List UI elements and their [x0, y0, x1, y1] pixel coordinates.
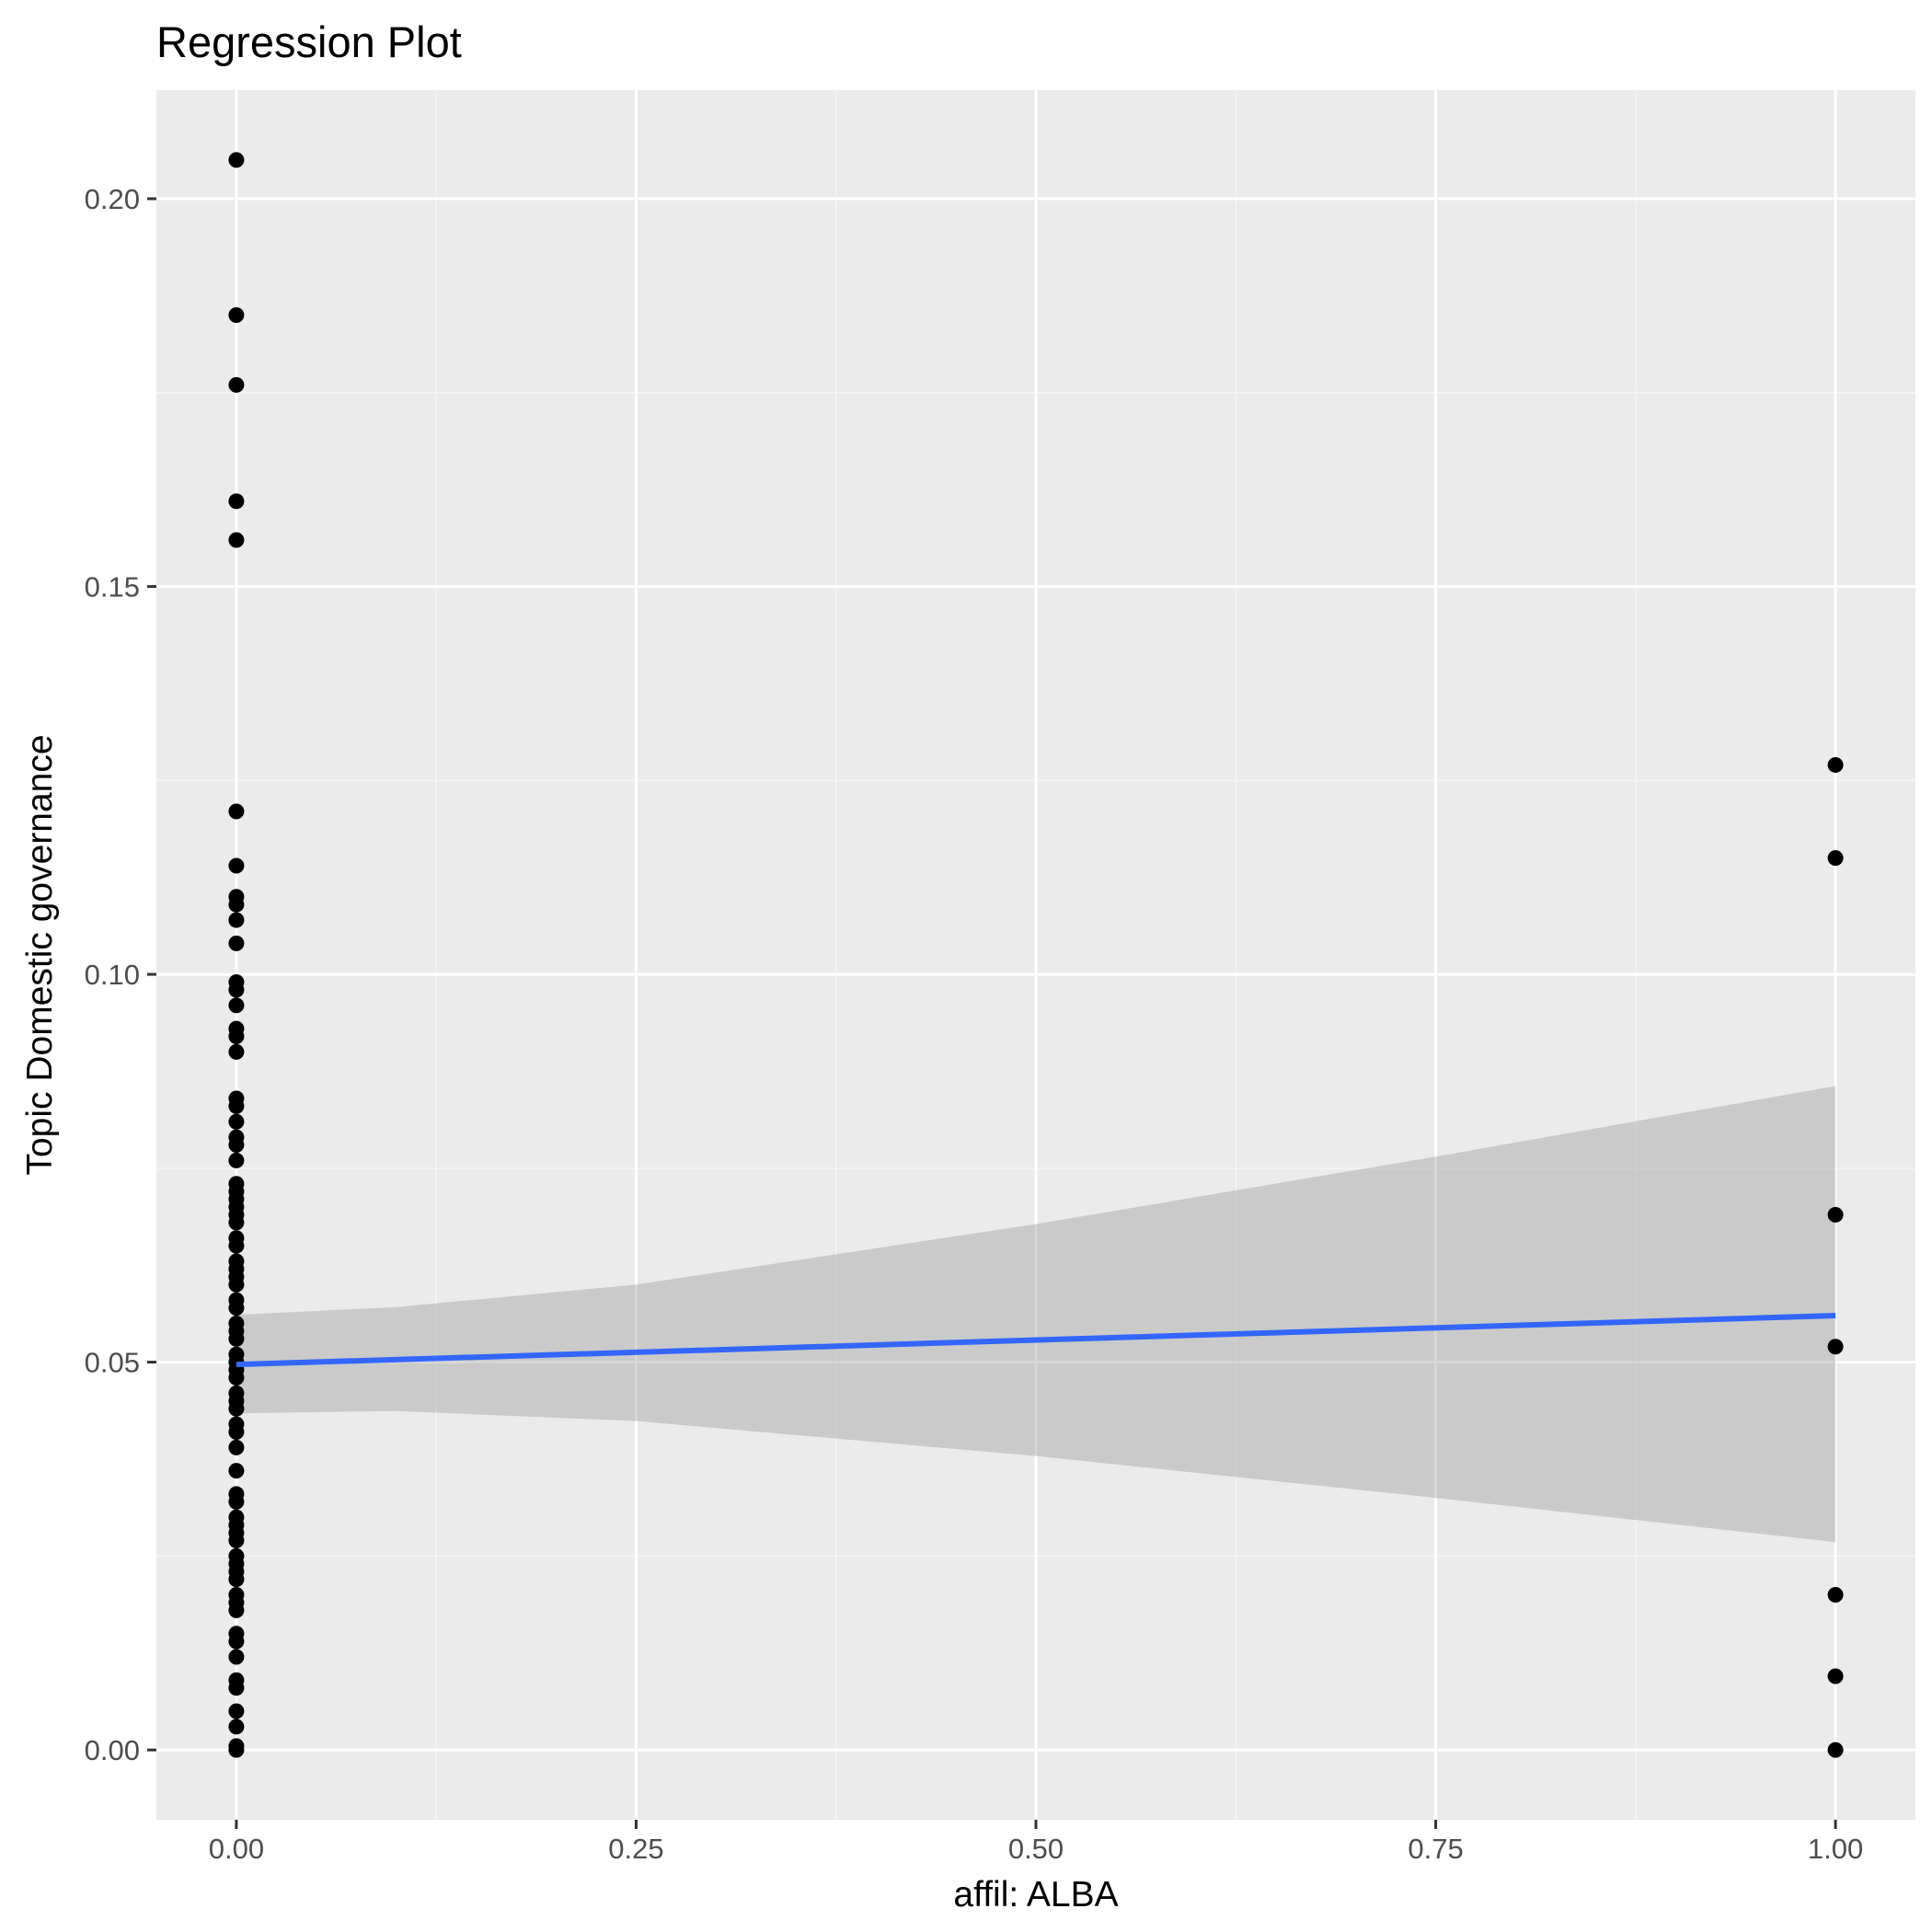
data-point: [228, 1113, 245, 1130]
y-tick-label: 0.20: [85, 183, 140, 215]
data-point: [1827, 1742, 1844, 1758]
data-point: [228, 896, 245, 913]
data-point: [228, 1463, 245, 1479]
data-point: [228, 1493, 245, 1510]
x-tick-label: 0.25: [608, 1833, 663, 1865]
data-point: [228, 1742, 245, 1758]
data-point: [228, 152, 245, 168]
data-point: [228, 1237, 245, 1254]
x-tick-label: 1.00: [1808, 1833, 1863, 1865]
data-point: [228, 1300, 245, 1317]
data-point: [228, 1423, 245, 1440]
data-point: [228, 1719, 245, 1735]
x-tick-label: 0.75: [1408, 1833, 1463, 1865]
data-point: [228, 1214, 245, 1231]
y-tick-label: 0.05: [85, 1347, 140, 1379]
data-point: [228, 1098, 245, 1114]
y-tick-label: 0.10: [85, 959, 140, 991]
x-axis-title: affil: ALBA: [953, 1875, 1118, 1915]
data-point: [228, 997, 245, 1014]
data-point: [228, 1439, 245, 1455]
y-tick-label: 0.00: [85, 1734, 140, 1766]
data-point: [228, 1043, 245, 1060]
confidence-band: [236, 1086, 1836, 1543]
y-tick-label: 0.15: [85, 571, 140, 604]
data-point: [228, 306, 245, 323]
data-point: [1827, 1668, 1844, 1685]
data-point: [228, 1602, 245, 1618]
data-point: [228, 1029, 245, 1045]
data-point: [228, 1369, 245, 1386]
data-point: [228, 1400, 245, 1417]
data-point: [228, 935, 245, 951]
data-point: [228, 1571, 245, 1588]
data-point: [228, 1137, 245, 1154]
data-point: [1827, 1587, 1844, 1604]
data-point: [228, 1680, 245, 1696]
chart-title: Regression Plot: [156, 17, 462, 66]
data-point: [228, 912, 245, 928]
data-point: [228, 1152, 245, 1168]
x-tick-label: 0.00: [209, 1833, 264, 1865]
data-point: [228, 532, 245, 548]
data-point: [228, 1649, 245, 1665]
data-point: [1827, 1339, 1844, 1355]
data-point: [228, 982, 245, 998]
data-point: [228, 1276, 245, 1293]
data-point: [228, 1533, 245, 1549]
data-point: [1827, 1206, 1844, 1223]
data-point: [228, 1703, 245, 1719]
data-point: [228, 376, 245, 393]
data-point: [228, 1330, 245, 1347]
data-point: [1827, 756, 1844, 773]
y-axis-title: Topic Domestic governance: [20, 734, 60, 1175]
x-tick-label: 0.50: [1008, 1833, 1064, 1865]
data-point: [228, 493, 245, 510]
y-axis: 0.00 0.05 0.10 0.15 0.20: [85, 183, 156, 1766]
data-point: [228, 1633, 245, 1650]
data-points: [228, 152, 1844, 1758]
regression-line: [236, 1313, 1836, 1368]
data-point: [228, 857, 245, 874]
x-axis: 0.00 0.25 0.50 0.75 1.00: [209, 1820, 1863, 1865]
data-point: [228, 803, 245, 820]
data-point: [1827, 850, 1844, 867]
